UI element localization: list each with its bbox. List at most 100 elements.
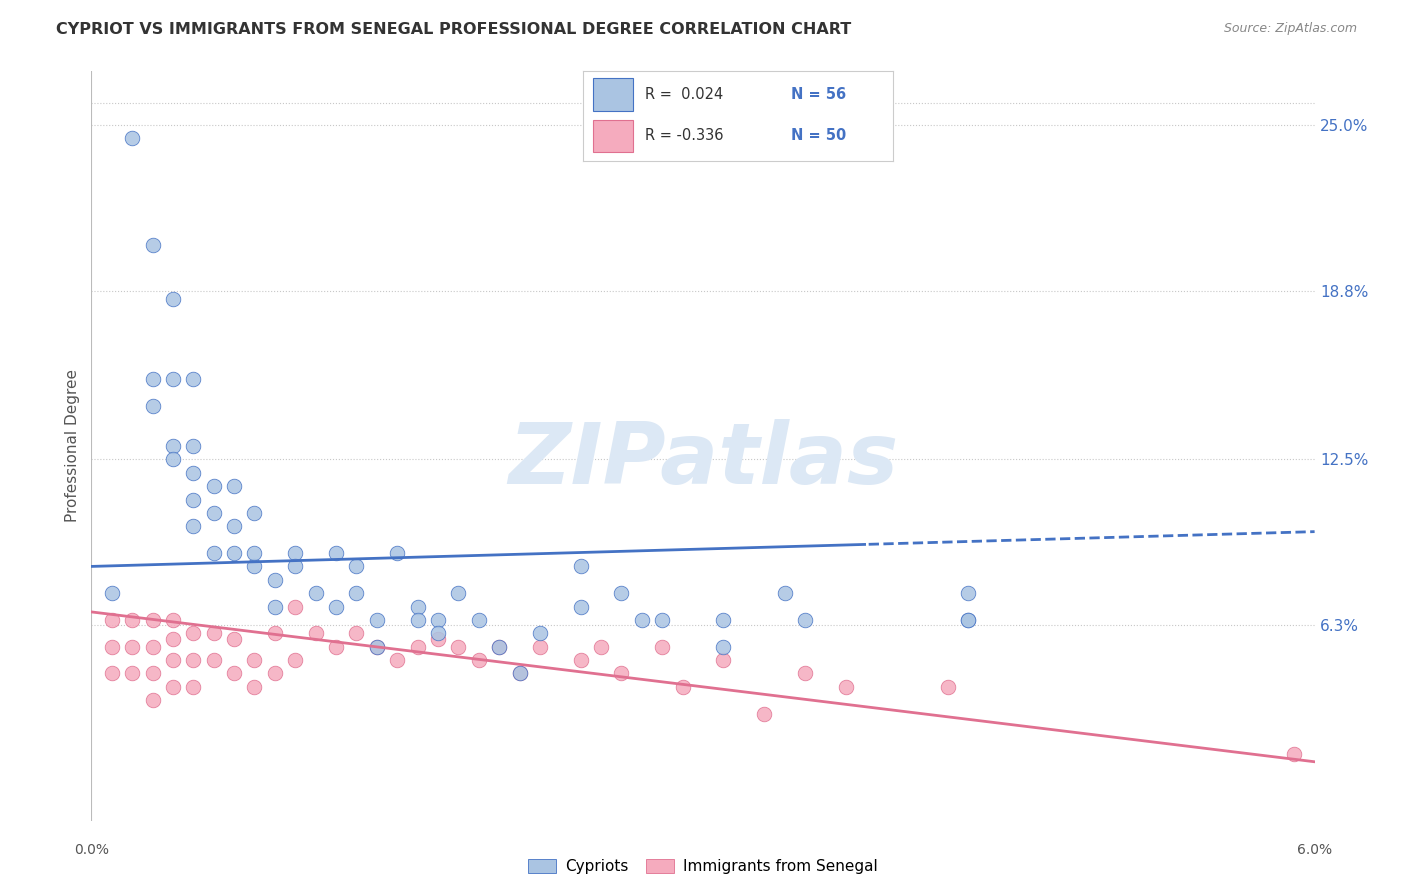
Point (141, 372, 165, 386)
Point (366, 640, 388, 654)
Point (447, 586, 470, 600)
Point (346, 626, 368, 640)
Text: 0.0%: 0.0% (75, 843, 108, 857)
Point (121, 640, 143, 654)
Point (284, 546, 307, 560)
Text: N = 50: N = 50 (790, 128, 846, 143)
Text: 6.0%: 6.0% (1298, 843, 1331, 857)
Point (305, 626, 328, 640)
Point (529, 626, 551, 640)
Text: R =  0.024: R = 0.024 (645, 87, 724, 102)
Point (141, 613, 165, 627)
Point (141, 693, 165, 707)
Y-axis label: Professional Degree: Professional Degree (65, 369, 80, 523)
Point (141, 399, 165, 413)
Text: Source: ZipAtlas.com: Source: ZipAtlas.com (1223, 22, 1357, 36)
Point (651, 640, 673, 654)
Point (325, 640, 347, 654)
Point (406, 640, 429, 654)
Point (631, 613, 654, 627)
Text: N = 56: N = 56 (790, 87, 846, 102)
Point (651, 613, 673, 627)
Point (591, 640, 613, 654)
Point (468, 653, 491, 667)
Point (101, 640, 124, 654)
FancyBboxPatch shape (593, 78, 633, 111)
Point (284, 559, 307, 574)
Point (713, 640, 735, 654)
Point (468, 613, 491, 627)
Point (385, 653, 409, 667)
Point (243, 559, 266, 574)
Point (346, 586, 368, 600)
Point (713, 613, 735, 627)
Point (957, 613, 980, 627)
Point (162, 292, 184, 306)
Text: R = -0.336: R = -0.336 (645, 128, 724, 143)
Point (141, 640, 165, 654)
Text: ZIPatlas: ZIPatlas (508, 419, 898, 502)
Point (101, 586, 124, 600)
Point (243, 506, 266, 520)
Point (529, 640, 551, 654)
Point (224, 546, 246, 560)
Point (447, 640, 470, 654)
Point (569, 599, 592, 614)
Point (101, 666, 124, 681)
Point (224, 666, 246, 681)
Point (162, 632, 184, 646)
Point (141, 666, 165, 681)
Point (610, 586, 633, 600)
Point (957, 586, 980, 600)
Point (183, 439, 205, 453)
Point (672, 680, 695, 694)
Point (406, 613, 429, 627)
Point (427, 613, 450, 627)
Point (224, 519, 246, 533)
Point (121, 666, 143, 681)
Point (385, 546, 409, 560)
Point (202, 626, 225, 640)
Point (284, 653, 307, 667)
Point (1284, 747, 1306, 761)
Point (488, 640, 510, 654)
Point (427, 632, 450, 646)
Point (183, 519, 205, 533)
Point (794, 666, 817, 681)
Point (957, 613, 980, 627)
Point (305, 586, 328, 600)
Legend: Cypriots, Immigrants from Senegal: Cypriots, Immigrants from Senegal (522, 853, 884, 880)
Point (162, 372, 184, 386)
Point (183, 466, 205, 480)
Point (162, 653, 184, 667)
Point (202, 479, 225, 493)
Point (569, 559, 592, 574)
Point (406, 599, 429, 614)
Point (162, 452, 184, 467)
Point (346, 559, 368, 574)
Point (264, 626, 287, 640)
Point (141, 238, 165, 252)
Point (162, 680, 184, 694)
Point (264, 666, 287, 681)
Point (162, 613, 184, 627)
Point (325, 546, 347, 560)
Point (835, 680, 858, 694)
Point (264, 573, 287, 587)
Point (610, 666, 633, 681)
Point (183, 653, 205, 667)
Point (101, 613, 124, 627)
Point (202, 506, 225, 520)
Point (183, 626, 205, 640)
Point (224, 479, 246, 493)
Point (488, 640, 510, 654)
Point (162, 439, 184, 453)
Text: CYPRIOT VS IMMIGRANTS FROM SENEGAL PROFESSIONAL DEGREE CORRELATION CHART: CYPRIOT VS IMMIGRANTS FROM SENEGAL PROFE… (56, 22, 852, 37)
Point (183, 680, 205, 694)
Point (713, 653, 735, 667)
Point (773, 586, 796, 600)
Point (224, 632, 246, 646)
Point (183, 372, 205, 386)
Point (509, 666, 531, 681)
Point (754, 706, 776, 721)
